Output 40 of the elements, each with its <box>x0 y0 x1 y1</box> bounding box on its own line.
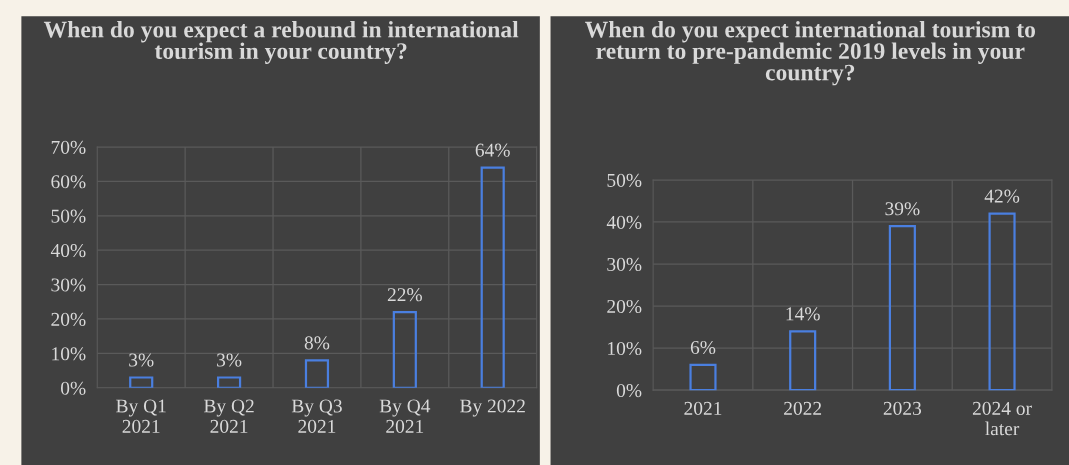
y-tick-label: 10% <box>52 347 86 361</box>
bar <box>480 166 505 388</box>
y-tick-label: 40% <box>606 215 642 229</box>
y-tick-label: 10% <box>608 341 642 356</box>
x-tick-label: By Q4 2021 <box>379 399 431 433</box>
x-tick-label: By Q3 2021 <box>291 399 342 433</box>
data-label: 42% <box>984 189 1020 203</box>
data-label: 6% <box>690 340 716 355</box>
data-label: 3% <box>217 353 242 367</box>
y-tick-label: 50% <box>607 173 642 187</box>
chart-title: When do you expect a rebound in international tourism in your country? <box>43 20 519 64</box>
x-tick-label: By 2022 <box>460 399 525 417</box>
data-label: 39% <box>885 202 920 216</box>
data-label: 22% <box>387 288 422 302</box>
data-label: 64% <box>475 143 510 157</box>
y-tick-label: 50% <box>51 209 86 223</box>
bar <box>392 311 417 388</box>
bar <box>789 330 817 391</box>
y-tick-label: 70% <box>51 140 86 154</box>
x-tick-label: 2023 <box>883 401 922 415</box>
y-tick-label: 0% <box>60 381 86 395</box>
x-tick-label: By Q2 2021 <box>203 399 254 433</box>
data-label: 14% <box>786 307 820 321</box>
y-tick-label: 40% <box>50 243 86 258</box>
x-tick-label: By Q1 2021 <box>116 399 166 433</box>
bar <box>988 212 1016 391</box>
chart-title: When do you expect international tourism to return to pre-pandemic 2019 levels in your country? <box>585 20 1036 86</box>
y-tick-label: 30% <box>607 257 642 272</box>
data-label: 8% <box>304 336 330 350</box>
y-tick-label: 30% <box>51 278 86 292</box>
y-tick-label: 0% <box>616 383 642 398</box>
x-tick-label: 2021 <box>684 401 722 415</box>
x-tick-label: 2024 or later <box>972 401 1032 436</box>
y-tick-label: 20% <box>51 312 86 326</box>
x-tick-label: 2022 <box>784 401 822 415</box>
bar <box>888 225 916 391</box>
y-tick-label: 60% <box>51 175 86 189</box>
bar <box>689 363 717 391</box>
y-tick-label: 20% <box>607 299 642 314</box>
data-label: 3% <box>129 353 154 367</box>
